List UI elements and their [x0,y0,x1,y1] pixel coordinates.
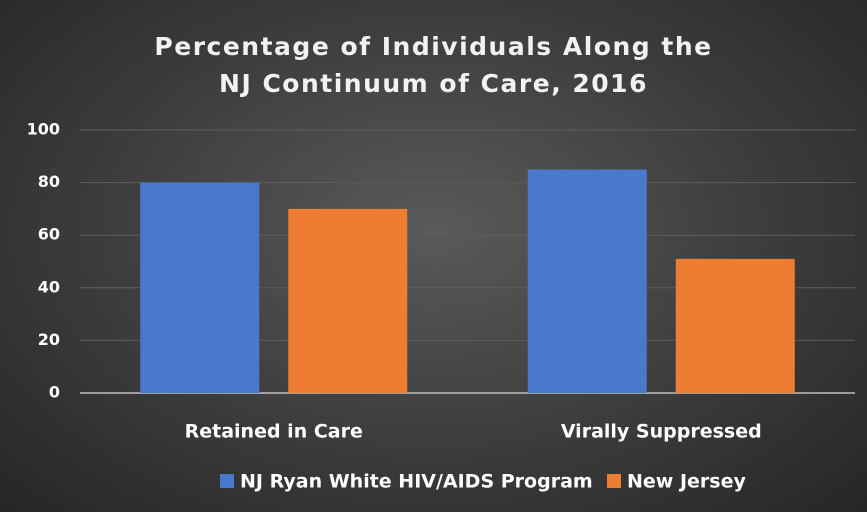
legend-label: NJ Ryan White HIV/AIDS Program [240,471,593,493]
bar [675,258,795,393]
y-tick-label: 100 [27,120,60,139]
bar [288,208,408,393]
x-tick-label: Virally Suppressed [561,421,762,443]
legend-swatch [607,474,621,488]
y-tick-label: 20 [38,330,60,349]
y-tick-label: 80 [38,172,60,191]
y-tick-label: 60 [38,225,60,244]
chart-title: Percentage of Individuals Along the NJ C… [154,32,713,98]
legend-label: New Jersey [627,471,746,493]
y-tick-label: 0 [49,383,60,402]
bar [140,182,260,393]
y-tick-label: 40 [38,277,60,296]
legend-swatch [220,474,234,488]
bar [527,169,647,393]
x-tick-label: Retained in Care [185,421,363,443]
